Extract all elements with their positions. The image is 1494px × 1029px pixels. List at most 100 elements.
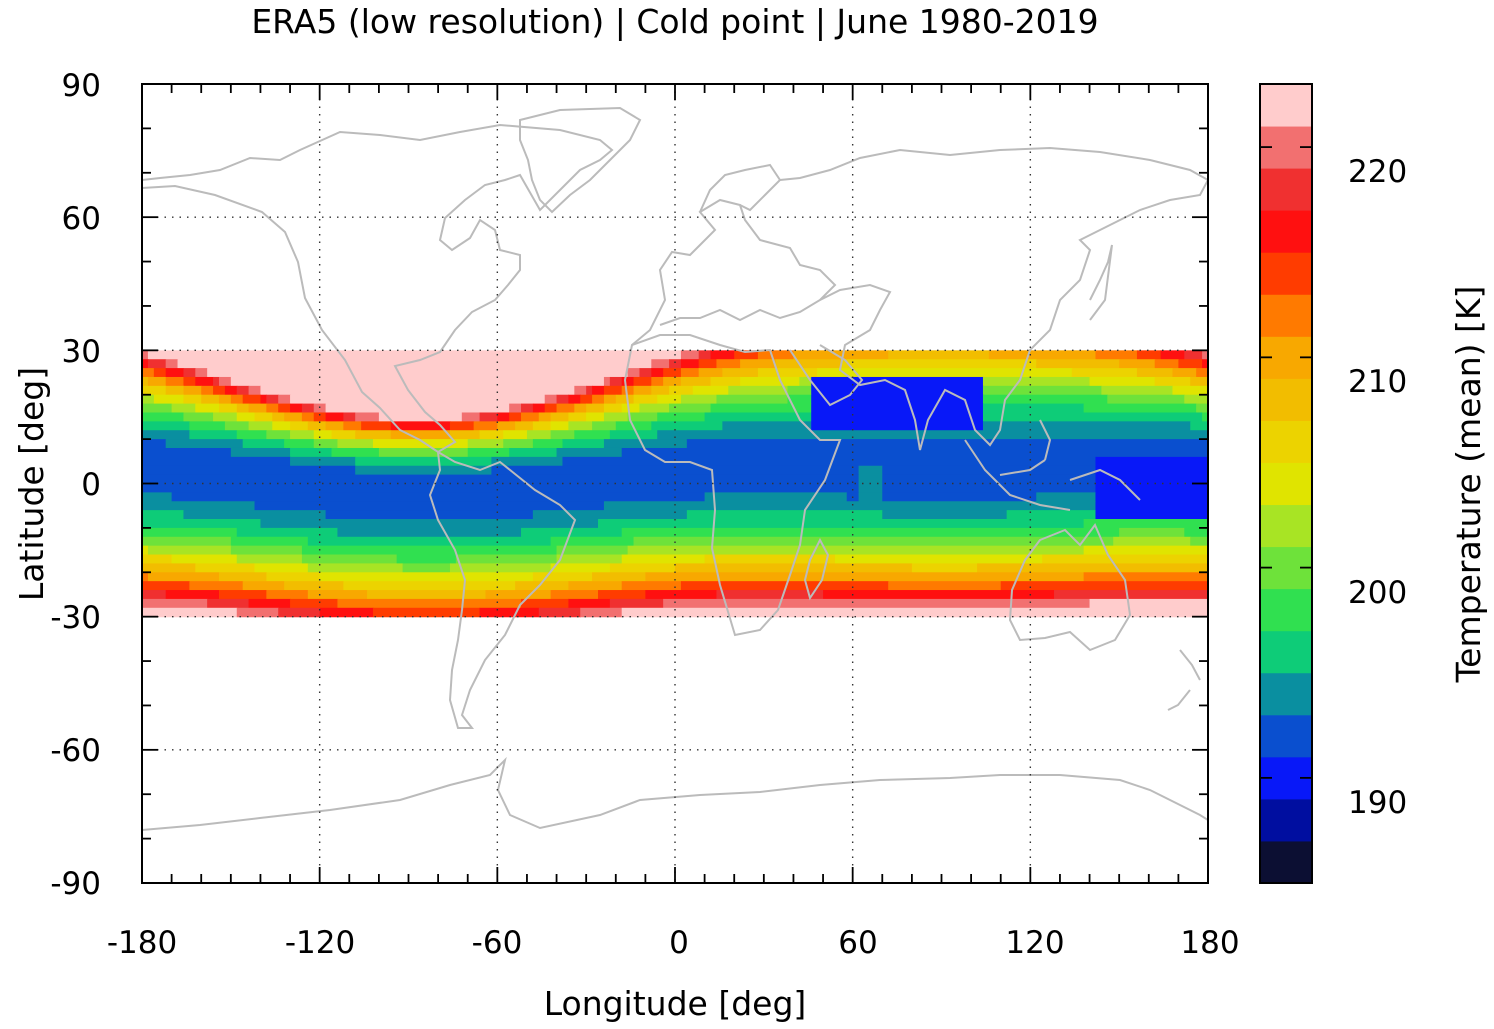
heatmap-cell — [290, 394, 546, 405]
colorbar-segment — [1260, 672, 1312, 716]
heatmap-cell — [521, 412, 540, 422]
heatmap-cell — [1083, 403, 1197, 414]
heatmap-cell — [609, 598, 664, 609]
colorbar-segment — [1260, 504, 1312, 548]
coastline-australia — [1008, 523, 1132, 652]
heatmap-cell — [621, 527, 1120, 538]
heatmap-cell — [355, 412, 380, 422]
heatmap-cell — [1154, 376, 1191, 387]
heatmap-cell — [266, 590, 309, 600]
heatmap-cell — [639, 403, 670, 414]
heatmap-cell — [532, 572, 593, 582]
coastline-south-america — [428, 450, 577, 729]
heatmap-cell — [550, 590, 599, 600]
heatmap-cell — [633, 376, 652, 387]
colorbar-segment — [1260, 462, 1312, 506]
heatmap-cell — [680, 368, 700, 378]
x-tick-labels: -180 -120 -60 0 60 120 180 — [107, 925, 1240, 961]
heatmap-cell — [183, 368, 196, 378]
heatmap-cell — [319, 607, 374, 618]
heatmap-cell — [888, 581, 1002, 591]
coastline-greenland — [519, 106, 642, 214]
heatmap-cell — [574, 403, 587, 414]
heatmap-cell — [692, 385, 729, 396]
heatmap-cell — [704, 492, 848, 502]
heatmap-cell — [568, 394, 581, 405]
heatmap-cell — [142, 465, 356, 476]
heatmap-cell — [142, 510, 185, 520]
heatmap-cell — [1083, 572, 1208, 582]
heatmap-cell — [544, 403, 558, 414]
heatmap-cell — [165, 439, 244, 449]
heatmap-cell — [242, 581, 285, 591]
heatmap-cell — [633, 385, 652, 396]
heatmap-cell — [882, 510, 1008, 520]
heatmap-cell — [449, 563, 552, 573]
heatmap-cell — [290, 447, 333, 458]
coastline-arabia — [789, 344, 864, 407]
colorbar-segment — [1260, 840, 1312, 884]
x-tick-label: -180 — [107, 925, 177, 961]
heatmap-cell — [550, 412, 569, 422]
heatmap-cell — [550, 536, 635, 547]
heatmap-cell — [663, 376, 682, 387]
heatmap-cell — [284, 412, 303, 422]
heatmap-cell — [319, 572, 534, 582]
heatmap-cell — [1190, 421, 1208, 431]
heatmap-cell — [142, 439, 167, 449]
heatmap-cell — [331, 447, 380, 458]
heatmap-cell — [982, 385, 1102, 396]
heatmap-cell — [290, 421, 309, 431]
heatmap-cell — [455, 554, 558, 564]
heatmap-cell — [1095, 474, 1208, 485]
heatmap-cell — [740, 359, 777, 369]
heatmap-cell — [568, 421, 593, 431]
x-tick-label: -60 — [472, 925, 523, 961]
heatmap-cell — [657, 412, 706, 422]
heatmap-cell — [621, 385, 635, 396]
heatmap-cell — [663, 598, 1091, 609]
heatmap-cell — [627, 412, 658, 422]
heatmap-cell — [757, 368, 818, 378]
heatmap-cell — [550, 563, 611, 573]
colorbar-segment — [1260, 378, 1312, 421]
heatmap-cell — [142, 350, 149, 360]
heatmap-cell — [669, 385, 694, 396]
heatmap-cell — [911, 563, 978, 573]
heatmap-cell — [242, 394, 262, 405]
heatmap-cell — [290, 456, 356, 467]
colorbar — [1260, 84, 1312, 884]
heatmap-cell — [1184, 527, 1208, 538]
heatmap-cell — [586, 403, 605, 414]
heatmap-cell — [639, 368, 652, 378]
heatmap-cell — [260, 519, 599, 529]
heatmap-cell — [1095, 465, 1208, 476]
heatmap-cell — [142, 368, 155, 378]
heatmap-cell — [811, 421, 984, 431]
heatmap-cell — [230, 376, 605, 387]
heatmap-cell — [337, 439, 374, 449]
heatmap-cell — [142, 527, 238, 538]
heatmap-cell — [142, 447, 232, 458]
heatmap-cell — [142, 474, 860, 485]
heatmap-cell — [651, 421, 723, 431]
heatmap-cell — [254, 501, 605, 511]
colorbar-frame — [1259, 83, 1313, 884]
heatmap-cell — [544, 394, 558, 405]
heatmap-cell — [236, 412, 256, 422]
heatmap-cell — [823, 590, 1055, 600]
heatmap-cell — [609, 430, 658, 440]
heatmap-cell — [147, 376, 167, 387]
y-tick-label: -90 — [50, 866, 101, 902]
x-tick-label: -120 — [285, 925, 355, 961]
heatmap-cell — [449, 430, 481, 440]
heatmap-cell — [461, 412, 481, 422]
heatmap-cell — [1202, 412, 1208, 422]
heatmap-cell — [248, 598, 291, 609]
heatmap-cell — [307, 536, 552, 547]
heatmap-cell — [977, 563, 1208, 573]
coastline-asia — [779, 146, 1208, 451]
heatmap-cell — [651, 368, 664, 378]
heatmap-cell — [177, 359, 652, 369]
heatmap-cell — [372, 607, 481, 618]
